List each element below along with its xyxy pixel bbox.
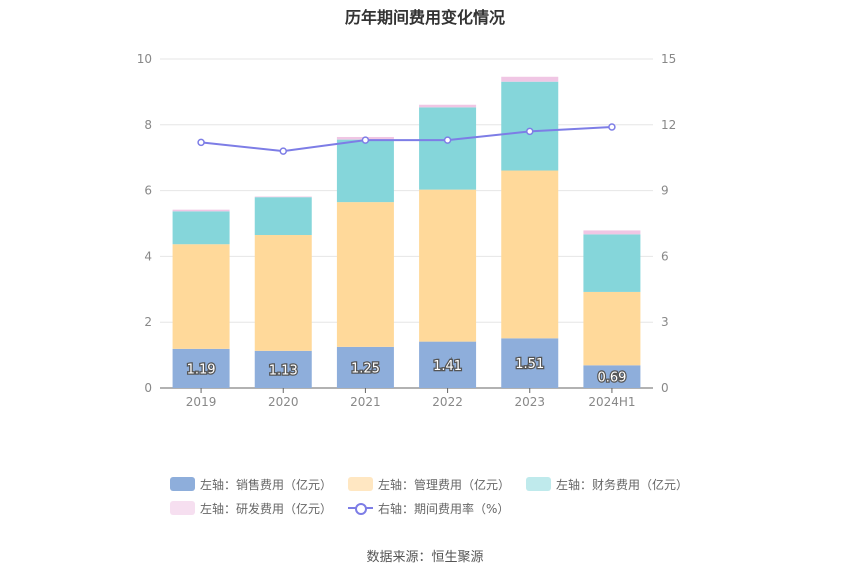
- left-axis-tick-label: 4: [144, 249, 152, 263]
- bar-segment: [583, 234, 641, 292]
- left-axis-tick-label: 8: [144, 118, 152, 132]
- expense-rate-point: [197, 138, 205, 147]
- legend-label-finance: 左轴：财务费用（亿元）: [556, 477, 689, 492]
- bar-segment: [501, 170, 559, 339]
- left-axis-tick-label: 0: [144, 381, 152, 395]
- bar-segment: [336, 202, 394, 347]
- bar-segment: [254, 197, 312, 236]
- bar-segment: [419, 189, 477, 342]
- bar-segment: [583, 365, 641, 388]
- expense-rate-point: [443, 136, 452, 144]
- chart-legend: 左轴：销售费用（亿元） 左轴：管理费用（亿元） 左轴：财务费用（亿元） 左轴：研…: [170, 472, 690, 520]
- bar-segment: [172, 244, 230, 349]
- bar-segment: [419, 341, 477, 388]
- legend-item-finance[interactable]: 左轴：财务费用（亿元）: [526, 476, 688, 493]
- x-axis-tick-label: 2021: [350, 395, 381, 409]
- legend-item-rnd[interactable]: 左轴：研发费用（亿元）: [170, 500, 332, 517]
- bar-segment: [419, 107, 477, 190]
- bar-segment: [336, 139, 394, 203]
- expense-rate-point: [526, 127, 534, 136]
- expense-rate-point: [361, 136, 370, 144]
- bar-data-label: 0.69: [597, 371, 626, 386]
- x-axis-tick-label: 2022: [432, 395, 463, 409]
- right-axis-tick-label: 0: [661, 381, 669, 395]
- bar-segment: [501, 338, 559, 388]
- bar-segment: [254, 235, 312, 351]
- bar-segment: [336, 346, 394, 388]
- bar-data-label: 1.19: [187, 362, 216, 377]
- legend-swatch-rnd: [170, 501, 195, 515]
- legend-swatch-expense-rate: [348, 501, 374, 515]
- right-axis-tick-label: 15: [661, 52, 676, 66]
- bar-segment: [583, 291, 641, 366]
- bar-segment: [501, 81, 559, 171]
- x-axis-tick-label: 2019: [186, 395, 217, 409]
- bar-segment: [419, 104, 477, 108]
- bar-data-label: 1.25: [351, 361, 380, 376]
- bar-data-label: 1.41: [433, 359, 462, 374]
- expense-rate-point: [279, 147, 287, 155]
- x-axis-tick-label: 2024H1: [588, 395, 635, 409]
- expense-rate-point: [608, 123, 616, 131]
- bar-segment: [172, 211, 230, 245]
- bar-segment: [254, 196, 312, 198]
- legend-label-expense-rate: 右轴：期间费用率（%）: [378, 501, 510, 516]
- expense-rate-line: [200, 125, 612, 153]
- legend-swatch-sales: [170, 477, 195, 491]
- bar-segment: [172, 348, 230, 388]
- bar-data-label: 1.13: [269, 363, 298, 378]
- chart-title: 历年期间费用变化情况: [344, 8, 505, 27]
- data-source-note: 数据来源：恒生聚源: [366, 550, 484, 565]
- legend-label-sales: 左轴：销售费用（亿元）: [200, 477, 333, 492]
- bar-segment: [501, 76, 559, 82]
- legend-label-rnd: 左轴：研发费用（亿元）: [200, 501, 333, 516]
- left-axis-tick-label: 6: [144, 184, 152, 198]
- legend-swatch-admin: [348, 477, 374, 491]
- right-axis-tick-label: 6: [661, 249, 669, 263]
- bar-segment: [172, 209, 230, 212]
- legend-item-expense-rate[interactable]: 右轴：期间费用率（%）: [348, 500, 509, 517]
- bar-data-label: 1.51: [515, 357, 544, 372]
- legend-label-admin: 左轴：管理费用（亿元）: [378, 477, 511, 492]
- x-axis-tick-label: 2020: [268, 395, 299, 409]
- legend-item-sales[interactable]: 左轴：销售费用（亿元）: [170, 476, 332, 493]
- left-axis-tick-label: 2: [144, 315, 152, 329]
- bar-segment: [254, 350, 312, 388]
- x-axis-tick-label: 2023: [514, 395, 545, 409]
- right-axis-tick-label: 12: [661, 118, 676, 132]
- bar-segment: [583, 230, 641, 235]
- legend-item-admin[interactable]: 左轴：管理费用（亿元）: [348, 476, 510, 493]
- chart-plot: 0 2 4 6 8 10 0 3 6 9 12 15 1.19 2019 1.13 2020 1.25 2021 1…: [137, 52, 677, 409]
- right-axis-tick-label: 3: [661, 315, 669, 329]
- left-axis-tick-label: 10: [137, 52, 152, 66]
- right-axis-tick-label: 9: [661, 184, 669, 198]
- legend-swatch-finance: [526, 477, 552, 491]
